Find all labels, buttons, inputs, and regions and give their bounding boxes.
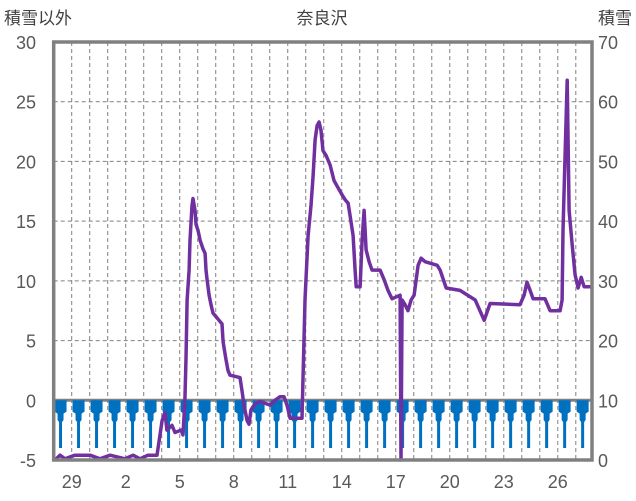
- plot-frame: [51, 40, 594, 462]
- x-tick-label: 11: [278, 472, 297, 492]
- snow-bar: [90, 400, 103, 449]
- right-tick-label: 30: [598, 272, 618, 292]
- plot-border: [51, 40, 594, 462]
- right-tick-label: 20: [598, 332, 618, 352]
- snow-bar: [216, 400, 229, 449]
- right-axis-ticks: 70 60 50 40 30 20 10 0: [598, 33, 618, 471]
- snow-bar: [126, 400, 139, 449]
- snow-bar: [72, 400, 85, 449]
- snow-bar: [432, 400, 445, 449]
- right-tick-label: 70: [598, 33, 618, 53]
- x-tick-label: 2: [121, 472, 131, 492]
- snow-bar: [324, 400, 337, 449]
- right-tick-label: 40: [598, 212, 618, 232]
- snow-bar: [252, 400, 265, 449]
- x-tick-label: 20: [440, 472, 460, 492]
- snow-bars: [54, 400, 589, 449]
- snow-bar: [342, 400, 355, 449]
- left-tick-label: 10: [16, 272, 36, 292]
- snow-bar: [288, 400, 301, 449]
- right-tick-label: 0: [598, 451, 608, 471]
- snow-bar: [450, 400, 463, 449]
- snow-bar: [306, 400, 319, 449]
- x-tick-label: 8: [229, 472, 239, 492]
- x-tick-label: 23: [494, 472, 514, 492]
- series-line: [53, 78, 592, 462]
- snow-bar: [360, 400, 373, 449]
- x-tick-label: 5: [175, 472, 185, 492]
- x-tick-label: 26: [548, 472, 568, 492]
- right-tick-label: 10: [598, 391, 618, 411]
- left-tick-label: 15: [16, 212, 36, 232]
- snow-bar: [558, 400, 571, 449]
- snow-bar: [486, 400, 499, 449]
- gridlines: [53, 42, 592, 460]
- left-tick-label: 30: [16, 33, 36, 53]
- left-tick-label: 20: [16, 152, 36, 172]
- snow-bar: [414, 400, 427, 449]
- snow-bar: [270, 400, 283, 449]
- left-tick-label: 5: [26, 332, 36, 352]
- x-tick-label: 29: [62, 472, 82, 492]
- snow-bar: [468, 400, 481, 449]
- right-tick-label: 60: [598, 93, 618, 113]
- x-tick-label: 14: [332, 472, 352, 492]
- snow-bar: [234, 400, 247, 449]
- left-tick-label: 25: [16, 93, 36, 113]
- right-axis-label: 積雪: [598, 9, 632, 29]
- left-axis-ticks: 30 25 20 15 10 5 0 -5: [16, 33, 36, 471]
- x-tick-label: 17: [386, 472, 406, 492]
- snow-bar: [576, 400, 589, 449]
- left-tick-label: 0: [26, 391, 36, 411]
- snow-bar: [378, 400, 391, 449]
- snow-bar: [198, 400, 211, 449]
- right-tick-label: 50: [598, 152, 618, 172]
- left-tick-label: -5: [20, 451, 36, 471]
- left-axis-label: 積雪以外: [4, 9, 72, 29]
- snow-bar: [144, 400, 157, 449]
- chart-title: 奈良沢: [297, 9, 348, 29]
- snow-bar: [54, 400, 67, 449]
- snow-bar: [540, 400, 553, 449]
- snow-bar: [108, 400, 121, 449]
- snow-bar: [504, 400, 517, 449]
- snow-bar: [522, 400, 535, 449]
- x-axis-ticks: 29 2 5 8 11 14 17 20 23 26: [62, 472, 568, 492]
